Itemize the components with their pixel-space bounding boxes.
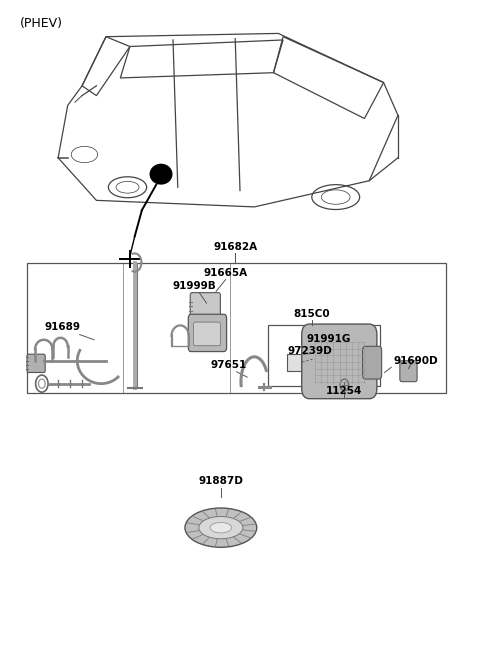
- Bar: [268, 325, 380, 386]
- FancyBboxPatch shape: [188, 314, 227, 352]
- FancyBboxPatch shape: [400, 361, 417, 382]
- Text: 91682A: 91682A: [213, 242, 257, 252]
- FancyBboxPatch shape: [362, 346, 382, 379]
- Ellipse shape: [199, 516, 243, 539]
- Ellipse shape: [185, 508, 257, 547]
- Text: 91690D: 91690D: [393, 356, 438, 366]
- Text: 97651: 97651: [210, 360, 247, 370]
- Text: 11254: 11254: [326, 386, 362, 396]
- FancyBboxPatch shape: [302, 324, 377, 399]
- FancyBboxPatch shape: [27, 354, 45, 373]
- Text: 91991G: 91991G: [306, 334, 350, 344]
- Text: 91999B: 91999B: [173, 281, 216, 291]
- Bar: [287, 354, 304, 371]
- Text: (PHEV): (PHEV): [20, 17, 63, 30]
- Text: 91665A: 91665A: [204, 268, 248, 278]
- Text: 815C0: 815C0: [293, 309, 330, 319]
- Bar: [27, 262, 446, 394]
- Text: 91689: 91689: [45, 322, 81, 332]
- Text: 97239D: 97239D: [288, 346, 333, 356]
- FancyBboxPatch shape: [193, 322, 220, 346]
- Text: 91887D: 91887D: [198, 476, 243, 486]
- FancyBboxPatch shape: [190, 293, 220, 318]
- Ellipse shape: [150, 164, 172, 184]
- Ellipse shape: [210, 522, 232, 533]
